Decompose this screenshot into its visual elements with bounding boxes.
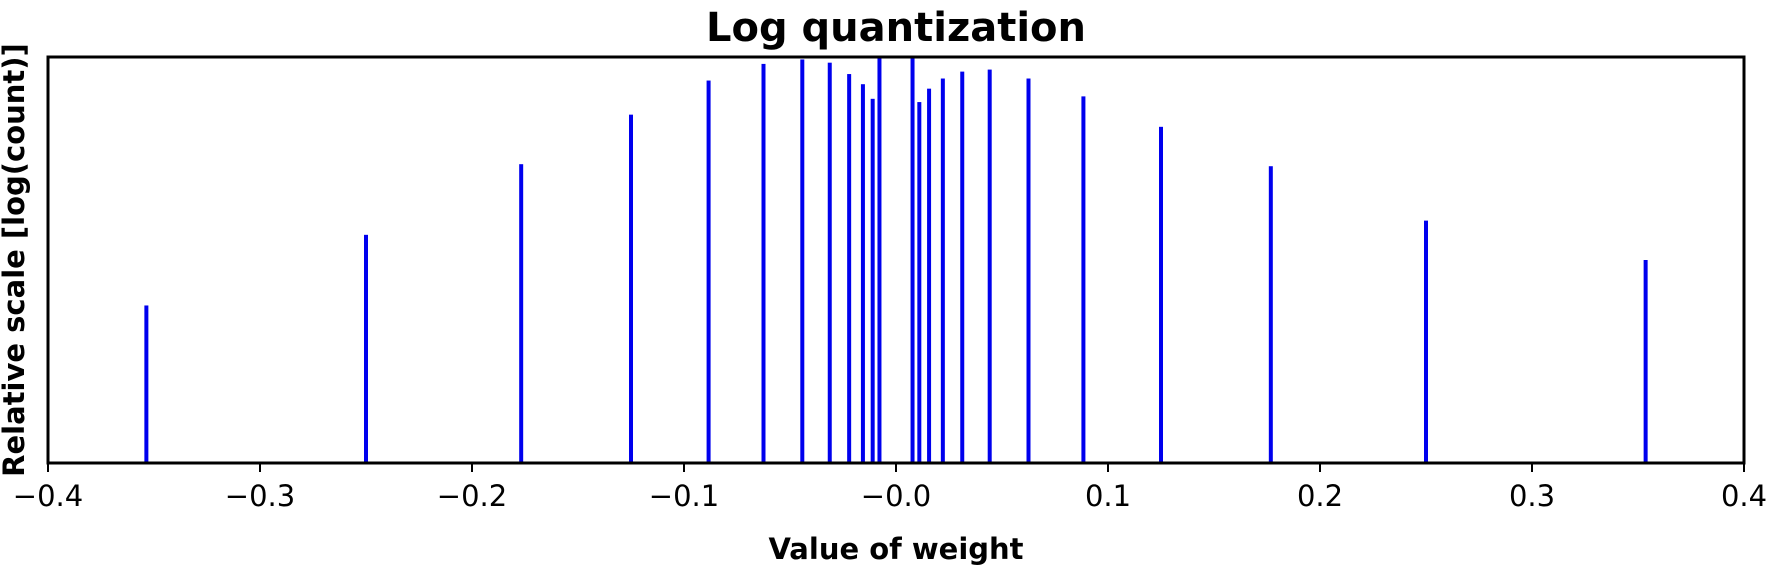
bar bbox=[960, 71, 965, 464]
bar bbox=[870, 98, 875, 463]
bar bbox=[706, 80, 711, 464]
bar bbox=[987, 69, 992, 463]
x-ticks-group: −0.4 −0.3 −0.2 −0.1 −0.0 0.1 0.2 0.3 0.4 bbox=[13, 463, 1767, 513]
bar bbox=[827, 62, 832, 464]
bar bbox=[927, 88, 932, 464]
x-tick-label: −0.3 bbox=[225, 479, 295, 513]
x-tick-label: 0.3 bbox=[1509, 479, 1555, 513]
bar bbox=[877, 57, 882, 463]
x-tick-label: 0.4 bbox=[1721, 479, 1767, 513]
x-tick-label: −0.4 bbox=[13, 479, 83, 513]
plot-frame bbox=[46, 55, 1746, 465]
bar bbox=[519, 164, 524, 463]
chart-title: Log quantization bbox=[706, 5, 1086, 51]
bar bbox=[364, 234, 368, 463]
bar bbox=[847, 74, 852, 464]
bar bbox=[1081, 96, 1086, 463]
y-axis-label: Relative scale [log(count)] bbox=[0, 43, 31, 477]
x-axis-label: Value of weight bbox=[768, 532, 1023, 566]
bar bbox=[1268, 166, 1273, 463]
x-tick-label: 0.2 bbox=[1297, 479, 1343, 513]
bar bbox=[940, 78, 945, 464]
bar bbox=[1159, 126, 1163, 463]
bar bbox=[1643, 260, 1648, 463]
x-tick-label: 0.1 bbox=[1085, 479, 1131, 513]
bar bbox=[800, 59, 805, 463]
bar bbox=[1424, 220, 1428, 463]
bar bbox=[917, 102, 922, 463]
x-tick-label: −0.2 bbox=[437, 479, 507, 513]
bar bbox=[761, 63, 766, 464]
bar bbox=[860, 84, 865, 463]
x-tick-label: −0.1 bbox=[649, 479, 719, 513]
bar bbox=[629, 114, 633, 464]
bars-group bbox=[144, 57, 1648, 464]
bar bbox=[910, 57, 915, 463]
bar bbox=[144, 305, 149, 463]
bar bbox=[1026, 78, 1031, 464]
x-tick-label: −0.0 bbox=[861, 479, 931, 513]
